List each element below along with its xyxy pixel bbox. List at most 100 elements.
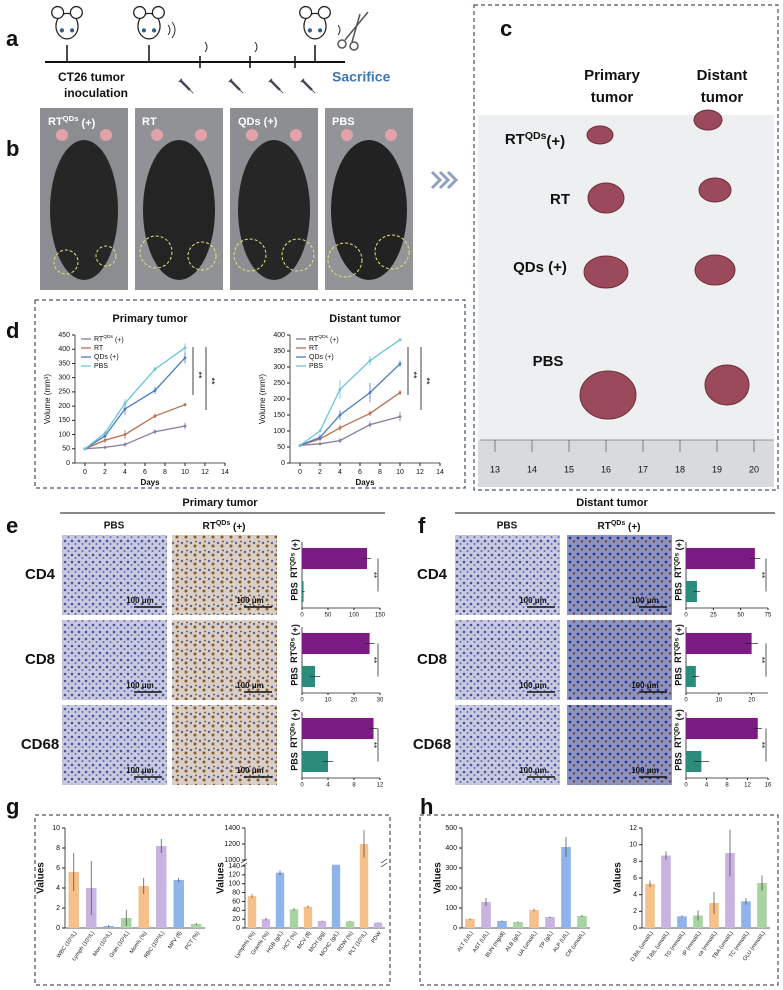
scale-bar-label: 100 μm bbox=[631, 596, 659, 605]
y-tick-label: 100 bbox=[273, 428, 285, 435]
axis-break bbox=[241, 861, 385, 865]
significance: ** bbox=[757, 742, 766, 748]
category-label: PBS bbox=[289, 667, 299, 686]
category-label: RTQDs (+) bbox=[289, 624, 300, 663]
bar bbox=[465, 919, 475, 928]
y-tick-label: 10 bbox=[629, 842, 637, 849]
y-tick-label: 150 bbox=[58, 417, 70, 424]
bar bbox=[741, 901, 751, 928]
column-header: PBS bbox=[104, 521, 125, 532]
x-tick-label: TP (g/L) bbox=[539, 930, 555, 950]
significance: ** bbox=[422, 377, 432, 385]
y-tick-label: 50 bbox=[62, 446, 70, 453]
ihc-image bbox=[567, 705, 672, 785]
point bbox=[298, 444, 302, 447]
label-part: QDs bbox=[318, 334, 328, 340]
column-header: Distant bbox=[697, 67, 748, 84]
y-tick-label: 1400 bbox=[224, 825, 240, 832]
panel-label: b bbox=[6, 136, 19, 161]
ihc-image bbox=[567, 535, 672, 615]
x-tick-label: 50 bbox=[737, 613, 744, 619]
bar bbox=[302, 717, 374, 740]
y-tick-label: 200 bbox=[445, 885, 457, 892]
x-tick-label: 14 bbox=[221, 469, 229, 476]
panel-box bbox=[419, 814, 779, 986]
bar bbox=[261, 919, 271, 928]
x-tick-label: 0 bbox=[684, 783, 688, 789]
label-part: (+) bbox=[290, 624, 300, 638]
bar bbox=[686, 665, 696, 688]
group-label: QDs (+) bbox=[238, 116, 278, 128]
scale-bar-label: 100 μm bbox=[236, 766, 264, 775]
y-axis-title: Volume (mm³) bbox=[43, 374, 52, 425]
ihc-image bbox=[62, 705, 167, 785]
significance: ** bbox=[194, 371, 204, 379]
x-tick-label: 50 bbox=[325, 613, 332, 619]
label-part: (+) bbox=[674, 624, 684, 638]
ihc-image bbox=[172, 535, 277, 615]
ruler-label: 19 bbox=[712, 464, 722, 474]
y-tick-label: 50 bbox=[277, 444, 285, 451]
series-line bbox=[299, 363, 401, 447]
y-tick-label: 0 bbox=[56, 925, 60, 932]
bar bbox=[289, 909, 299, 928]
panel-label: d bbox=[6, 318, 19, 343]
point bbox=[123, 443, 127, 446]
group-label: PBS bbox=[332, 116, 355, 128]
irradiation-waves bbox=[167, 21, 341, 53]
y-tick-label: 140 bbox=[228, 863, 240, 870]
x-tick-label: 12 bbox=[377, 783, 384, 789]
label-part: QDs bbox=[525, 130, 547, 142]
y-tick-label: 4 bbox=[56, 885, 60, 892]
ihc-image bbox=[62, 620, 167, 700]
syringe bbox=[300, 78, 316, 94]
y-tick-label: 4 bbox=[633, 892, 637, 899]
y-tick-label: 0 bbox=[633, 925, 637, 932]
label-part: RT bbox=[289, 735, 299, 747]
scale-bar-label: 100 μm bbox=[519, 681, 547, 690]
bar bbox=[302, 632, 370, 655]
scale-bar-label: 100 μm bbox=[631, 681, 659, 690]
y-tick-label: 450 bbox=[58, 332, 70, 339]
row-label: RT bbox=[550, 191, 570, 208]
point bbox=[398, 338, 402, 342]
row-label: CD4 bbox=[417, 566, 448, 583]
bar bbox=[191, 924, 202, 928]
bar bbox=[481, 902, 491, 928]
syringe bbox=[178, 78, 194, 94]
label-part: QDs bbox=[289, 722, 296, 735]
x-tick-label: 8 bbox=[352, 783, 356, 789]
x-tick-label: 0 bbox=[298, 469, 302, 476]
bar bbox=[497, 921, 507, 928]
y-tick-label: 400 bbox=[273, 332, 285, 339]
bar bbox=[529, 910, 539, 928]
bar bbox=[513, 922, 523, 928]
point bbox=[183, 356, 187, 360]
point bbox=[83, 447, 87, 451]
mouse-icon bbox=[51, 5, 83, 40]
x-tick-label: 10 bbox=[396, 469, 404, 476]
label-part: (+) bbox=[290, 709, 300, 723]
significance: ** bbox=[409, 371, 419, 379]
point bbox=[153, 389, 157, 392]
point bbox=[338, 426, 342, 430]
row-label: CD8 bbox=[417, 651, 447, 668]
label-part: RT bbox=[309, 336, 319, 343]
bar bbox=[275, 872, 285, 928]
y-tick-label: 10 bbox=[52, 825, 60, 832]
column-header: Primary bbox=[584, 67, 641, 84]
panel-label: c bbox=[500, 16, 512, 41]
x-tick-label: 0 bbox=[300, 698, 304, 704]
bar bbox=[686, 717, 758, 740]
legend-label: RTQDs (+) bbox=[94, 334, 124, 343]
bar bbox=[247, 896, 257, 928]
timeline-end: Sacrifice bbox=[332, 69, 391, 85]
bar bbox=[645, 883, 655, 928]
bar bbox=[561, 847, 571, 928]
point bbox=[368, 359, 372, 362]
label-part: RT bbox=[673, 565, 683, 577]
y-axis-title: Volume (mm³) bbox=[258, 374, 267, 425]
scissors bbox=[337, 11, 369, 51]
legend-label: PBS bbox=[309, 363, 323, 370]
